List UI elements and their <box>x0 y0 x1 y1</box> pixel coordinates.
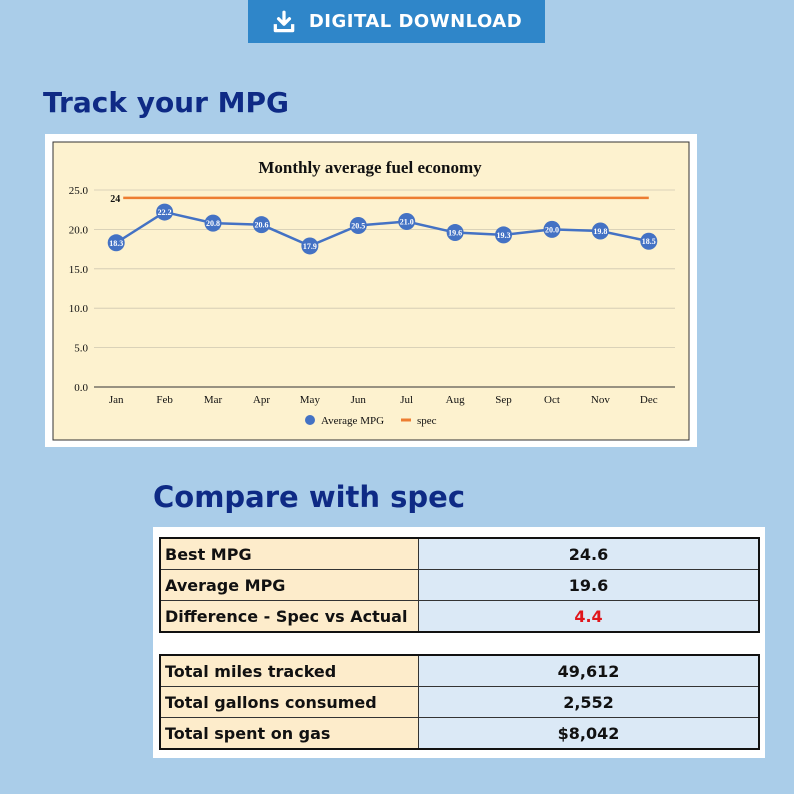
y-tick-label: 20.0 <box>69 224 89 236</box>
best-mpg-label: Best MPG <box>159 537 419 570</box>
table-row: Total gallons consumed 2,552 <box>159 686 760 718</box>
x-tick-label: Aug <box>446 394 465 406</box>
average-mpg-point <box>495 226 513 244</box>
y-tick-label: 5.0 <box>74 343 88 355</box>
total-spent-label: Total spent on gas <box>159 717 419 750</box>
legend-label-average-mpg: Average MPG <box>321 415 384 427</box>
x-tick-label: Mar <box>204 394 223 406</box>
legend-label-spec: spec <box>417 415 437 427</box>
x-tick-label: Oct <box>544 394 560 406</box>
chart-legend: Average MPG spec <box>305 415 437 427</box>
total-miles-value: 49,612 <box>418 654 760 687</box>
badge-label: DIGITAL DOWNLOAD <box>308 11 523 32</box>
total-spent-value: $8,042 <box>418 717 760 750</box>
average-mpg-point <box>543 220 561 238</box>
stats-table: Best MPG 24.6 Average MPG 19.6 Differenc… <box>159 537 760 633</box>
totals-table: Total miles tracked 49,612 Total gallons… <box>159 654 760 750</box>
x-tick-label: May <box>300 394 321 406</box>
table-row: Best MPG 24.6 <box>159 537 760 570</box>
average-mpg-data-label: 19.8 <box>593 227 607 236</box>
average-mpg-data-label: 18.3 <box>109 239 123 248</box>
mpg-chart-card: Monthly average fuel economy 0.0 5.0 10.0 1… <box>45 134 697 447</box>
digital-download-badge: DIGITAL DOWNLOAD <box>248 0 545 43</box>
table-row: Difference - Spec vs Actual 4.4 <box>159 600 760 633</box>
average-mpg-point <box>591 222 609 240</box>
download-icon <box>273 10 295 32</box>
average-mpg-data-label: 20.5 <box>351 221 365 230</box>
average-mpg-data-label: 19.6 <box>448 229 462 238</box>
average-mpg-point <box>156 203 174 221</box>
average-mpg-point <box>301 237 319 255</box>
y-tick-label: 0.0 <box>74 382 88 394</box>
difference-label: Difference - Spec vs Actual <box>159 600 419 633</box>
comparison-tables: Best MPG 24.6 Average MPG 19.6 Differenc… <box>153 527 765 758</box>
total-miles-label: Total miles tracked <box>159 654 419 687</box>
total-gallons-label: Total gallons consumed <box>159 686 419 718</box>
average-mpg-data-label: 19.3 <box>497 231 511 240</box>
chart-title: Monthly average fuel economy <box>258 158 482 177</box>
y-tick-label: 25.0 <box>69 185 89 197</box>
track-mpg-heading: Track your MPG <box>43 86 290 119</box>
average-mpg-data-label: 17.9 <box>303 242 317 251</box>
average-mpg-data-label: 22.2 <box>158 208 172 217</box>
average-mpg-point <box>349 216 367 234</box>
x-tick-label: Jun <box>351 394 367 406</box>
average-mpg-point <box>446 224 464 242</box>
spec-data-label: 24 <box>110 194 120 205</box>
x-tick-label: Nov <box>591 394 610 406</box>
average-mpg-data-label: 21.0 <box>400 218 414 227</box>
average-mpg-point <box>398 213 416 231</box>
average-mpg-point <box>252 216 270 234</box>
y-tick-label: 15.0 <box>69 264 89 276</box>
x-tick-label: Apr <box>253 394 270 406</box>
x-tick-label: Jan <box>109 394 124 406</box>
average-mpg-value: 19.6 <box>418 569 760 601</box>
legend-marker-average-mpg <box>305 415 315 425</box>
mpg-line-chart: Monthly average fuel economy 0.0 5.0 10.0 1… <box>52 141 690 441</box>
total-gallons-value: 2,552 <box>418 686 760 718</box>
average-mpg-data-label: 20.6 <box>254 221 268 230</box>
legend-marker-spec <box>401 418 411 422</box>
x-tick-label: Sep <box>495 394 512 406</box>
x-tick-label: Jul <box>400 394 413 406</box>
average-mpg-point <box>204 214 222 232</box>
average-mpg-point <box>640 232 658 250</box>
average-mpg-data-label: 18.5 <box>642 237 656 246</box>
y-tick-label: 10.0 <box>69 303 89 315</box>
average-mpg-point <box>107 234 125 252</box>
difference-value: 4.4 <box>418 600 760 633</box>
x-tick-label: Dec <box>640 394 658 406</box>
best-mpg-value: 24.6 <box>418 537 760 570</box>
average-mpg-data-label: 20.8 <box>206 219 220 228</box>
average-mpg-label: Average MPG <box>159 569 419 601</box>
compare-spec-heading: Compare with spec <box>153 480 466 514</box>
x-tick-label: Feb <box>156 394 173 406</box>
table-row: Average MPG 19.6 <box>159 569 760 601</box>
table-row: Total spent on gas $8,042 <box>159 717 760 750</box>
table-row: Total miles tracked 49,612 <box>159 654 760 687</box>
average-mpg-data-label: 20.0 <box>545 225 559 234</box>
